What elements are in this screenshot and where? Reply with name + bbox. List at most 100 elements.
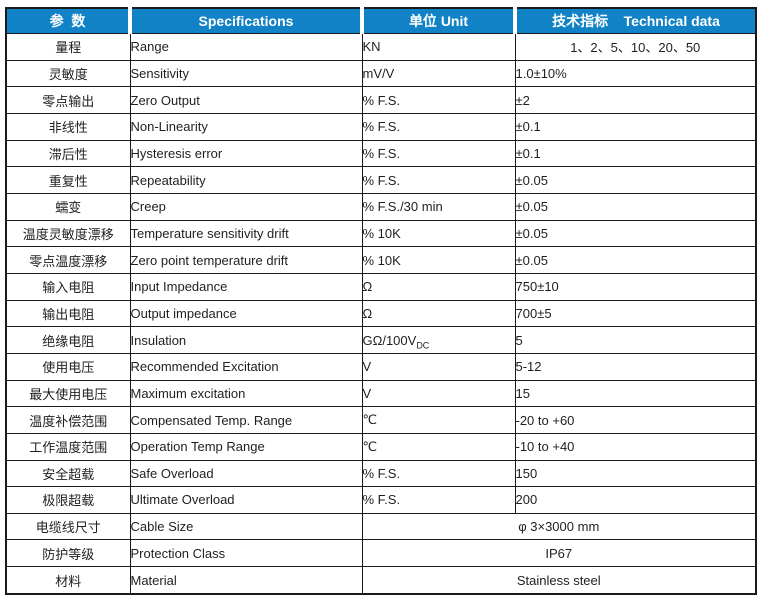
value-cell: ±0.1	[514, 139, 757, 168]
unit-cell: Ω	[361, 299, 516, 328]
table-row: 蠕变 Creep% F.S./30 min ±0.05	[5, 192, 757, 221]
unit-cell: V	[361, 352, 516, 381]
value-cell: 700±5	[514, 299, 757, 328]
unit-cell: % 10K	[361, 219, 516, 248]
spec-en-cell: Maximum excitation	[129, 379, 363, 408]
table-row: 温度补偿范围 Compensated Temp. Range ℃ -20 to +60	[5, 406, 757, 434]
value-cell: 1.0±10%	[514, 59, 757, 88]
table-row: 输出电阻 Output impedance Ω 700±5	[5, 299, 757, 328]
table-row: 绝缘电阻 Insulation GΩ/100VDC 5	[5, 326, 757, 354]
value-cell: 750±10	[514, 272, 757, 301]
table-row: 防护等级 Protection Class IP67	[5, 539, 757, 568]
param-zh-cell: 工作温度范围	[5, 432, 131, 461]
value-cell: 5	[514, 326, 757, 354]
param-zh-cell: 零点输出	[5, 86, 131, 114]
spec-en-cell: Cable Size	[129, 512, 363, 541]
param-zh-cell: 温度灵敏度漂移	[5, 219, 131, 248]
param-zh-cell: 零点温度漂移	[5, 246, 131, 274]
table-row: 安全超载 Safe Overload% F.S. 150	[5, 459, 757, 488]
table-row: 量程 Range KN 1、2、5、10、20、50	[5, 33, 757, 61]
spec-en-cell: Recommended Excitation	[129, 352, 363, 381]
table-row: 材料 Material Stainless steel	[5, 566, 757, 595]
param-zh-cell: 安全超载	[5, 459, 131, 488]
table-row: 使用电压 Recommended Excitation V 5-12	[5, 352, 757, 381]
unit-cell: ℃	[361, 432, 516, 461]
unit-cell: % F.S.	[361, 112, 516, 141]
param-zh-cell: 极限超载	[5, 486, 131, 514]
value-cell: 150	[514, 459, 757, 488]
merged-value-cell: Stainless steel	[361, 566, 757, 595]
param-zh-cell: 量程	[5, 33, 131, 61]
param-zh-cell: 使用电压	[5, 352, 131, 381]
table-row: 电缆线尺寸 Cable Size φ 3×3000 mm	[5, 512, 757, 541]
merged-value-cell: φ 3×3000 mm	[361, 512, 757, 541]
table-row: 温度灵敏度漂移 Temperature sensitivity drift% 10…	[5, 219, 757, 248]
spec-table: 参 数 Specifications 单位 Unit 技术指标 Technica…	[5, 7, 757, 595]
unit-cell: % F.S.	[361, 459, 516, 488]
param-zh-cell: 输入电阻	[5, 272, 131, 301]
unit-cell: GΩ/100VDC	[361, 326, 516, 354]
value-cell: ±2	[514, 86, 757, 114]
spec-en-cell: Repeatability	[129, 166, 363, 194]
header-parameters: 参 数	[6, 8, 130, 34]
value-cell: -10 to +40	[514, 432, 757, 461]
param-zh-cell: 材料	[5, 566, 131, 595]
unit-cell: % F.S.	[361, 166, 516, 194]
spec-en-cell: Range	[129, 33, 363, 61]
spec-en-cell: Material	[129, 566, 363, 595]
unit-cell: % F.S.	[361, 486, 516, 514]
value-cell: ±0.05	[514, 166, 757, 194]
value-cell: ±0.1	[514, 112, 757, 141]
header-unit: 单位 Unit	[360, 8, 515, 34]
value-cell: -20 to +60	[514, 406, 757, 434]
unit-cell: % 10K	[361, 246, 516, 274]
spec-en-cell: Zero point temperature drift	[129, 246, 363, 274]
param-zh-cell: 电缆线尺寸	[5, 512, 131, 541]
unit-cell: V	[361, 379, 516, 408]
param-zh-cell: 灵敏度	[5, 59, 131, 88]
spec-table-body: 量程 Range KN 1、2、5、10、20、50 灵敏度 Sensitivity mV/…	[5, 33, 757, 595]
table-row: 非线性 Non-Linearity% F.S. ±0.1	[5, 112, 757, 141]
spec-en-cell: Protection Class	[129, 539, 363, 568]
unit-cell: ℃	[361, 406, 516, 434]
spec-table-header: 参 数 Specifications 单位 Unit 技术指标 Technica…	[6, 8, 756, 34]
unit-cell: Ω	[361, 272, 516, 301]
spec-en-cell: Output impedance	[129, 299, 363, 328]
merged-value-cell: IP67	[361, 539, 757, 568]
value-cell: ±0.05	[514, 192, 757, 221]
value-cell: 1、2、5、10、20、50	[514, 33, 757, 61]
param-zh-cell: 温度补偿范围	[5, 406, 131, 434]
param-zh-cell: 防护等级	[5, 539, 131, 568]
param-zh-cell: 最大使用电压	[5, 379, 131, 408]
header-technical-data: 技术指标 Technical data	[513, 8, 756, 34]
value-cell: 15	[514, 379, 757, 408]
unit-cell: % F.S./30 min	[361, 192, 516, 221]
value-cell: 5-12	[514, 352, 757, 381]
value-cell: 200	[514, 486, 757, 514]
spec-en-cell: Insulation	[129, 326, 363, 354]
spec-en-cell: Creep	[129, 192, 363, 221]
table-row: 零点温度漂移 Zero point temperature drift% 10K ±…	[5, 246, 757, 274]
table-row: 滞后性 Hysteresis error% F.S. ±0.1	[5, 139, 757, 168]
unit-cell: KN	[361, 33, 516, 61]
unit-cell: % F.S.	[361, 86, 516, 114]
table-row: 重复性 Repeatability% F.S. ±0.05	[5, 166, 757, 194]
table-row: 工作温度范围 Operation Temp Range ℃ -10 to +40	[5, 432, 757, 461]
spec-en-cell: Input Impedance	[129, 272, 363, 301]
param-zh-cell: 输出电阻	[5, 299, 131, 328]
unit-cell: % F.S.	[361, 139, 516, 168]
table-row: 零点输出 Zero Output% F.S. ±2	[5, 86, 757, 114]
spec-sheet: 参 数 Specifications 单位 Unit 技术指标 Technica…	[5, 7, 757, 595]
param-zh-cell: 重复性	[5, 166, 131, 194]
table-row: 极限超载 Ultimate Overload% F.S. 200	[5, 486, 757, 514]
unit-subscript: DC	[416, 340, 430, 351]
spec-en-cell: Ultimate Overload	[129, 486, 363, 514]
table-row: 最大使用电压 Maximum excitation V 15	[5, 379, 757, 408]
value-cell: ±0.05	[514, 246, 757, 274]
param-zh-cell: 非线性	[5, 112, 131, 141]
header-specifications: Specifications	[128, 8, 362, 34]
spec-en-cell: Non-Linearity	[129, 112, 363, 141]
header-row: 参 数 Specifications 单位 Unit 技术指标 Technica…	[6, 8, 756, 34]
spec-en-cell: Sensitivity	[129, 59, 363, 88]
